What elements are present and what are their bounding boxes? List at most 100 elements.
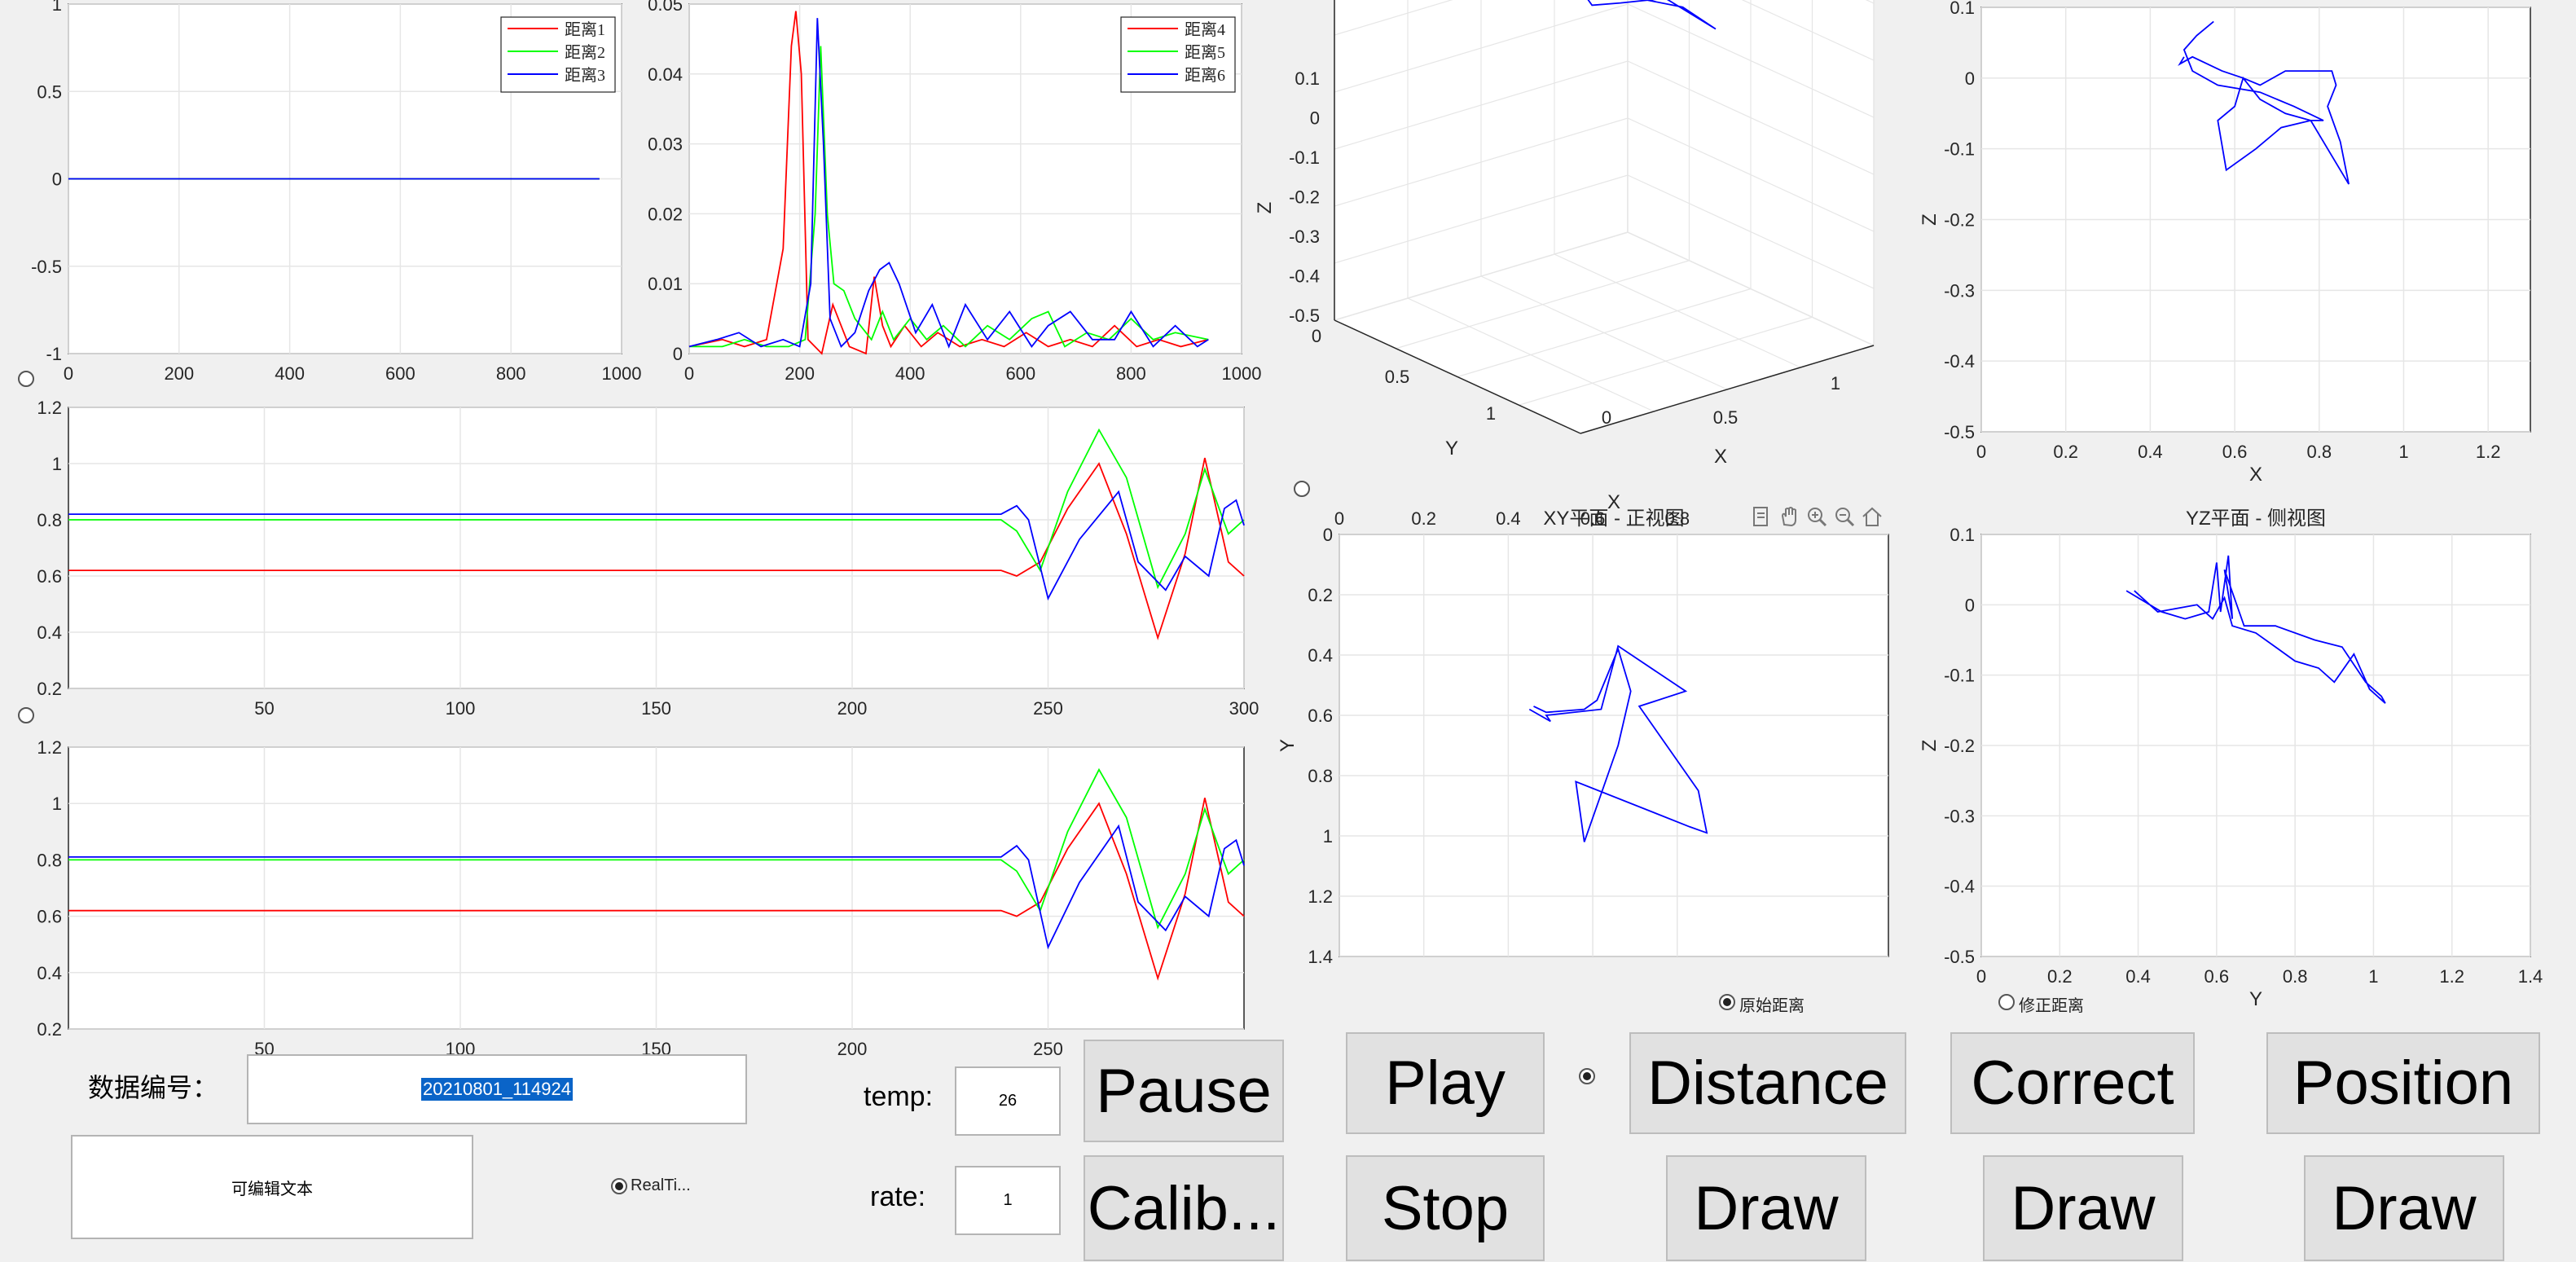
x-axis-label-xy-plane: X [1607,491,1620,513]
z-axis-label: Z [1254,202,1276,214]
radio-raw-distance[interactable] [1719,994,1735,1010]
y-tick-label: 1.4 [1308,947,1333,967]
y-tick-label: 0.1 [1950,0,1975,18]
y-tick-label: 0.04 [648,64,683,85]
series-line-top-mid-2 [689,46,1209,348]
x-tick-label: 250 [1033,1039,1063,1059]
x-tick-label: 0.4 [1496,508,1521,529]
series-line-bottom-left-2 [68,767,1245,930]
x-tick-label: 1.4 [2518,966,2543,987]
draw-position-button[interactable]: Draw [2304,1155,2504,1261]
plot-3d-y-axis [1334,319,1581,434]
rate-label: rate: [870,1181,926,1212]
plot-3d-gridline [1480,0,1728,390]
legend-entry: 距离6 [1185,66,1225,85]
distance-button[interactable]: Distance [1629,1032,1906,1134]
x-tick-label-3d: 1 [1831,373,1840,394]
y-tick-label: -0.4 [1944,351,1975,372]
pan-icon[interactable] [1778,505,1800,528]
x-tick-label: 0.6 [2205,966,2230,987]
y-tick-label: 0.5 [37,81,62,102]
z-tick-label: -0.2 [1289,187,1320,208]
draw-correct-button[interactable]: Draw [1983,1155,2183,1261]
y-tick-label: -0.3 [1944,280,1975,301]
z-tick-label: -0.5 [1289,306,1320,326]
x-tick-label: 0 [1976,966,1986,987]
y-tick-label: 0.05 [648,0,683,15]
radio-realtime-label: RealTi... [631,1176,691,1194]
y-tick-label: 0 [1965,595,1975,615]
x-tick-label: 0.6 [2222,442,2248,462]
data-id-field[interactable]: 20210801_114924 [247,1054,747,1124]
y-tick-label: 0.02 [648,204,683,224]
radio-mid-left[interactable] [18,707,34,723]
x-tick-label: 400 [275,363,305,384]
pause-button[interactable]: Pause [1084,1040,1284,1142]
y-tick-label: 0.2 [37,1019,62,1040]
editable-text-field[interactable]: 可编辑文本 [71,1135,473,1239]
zoom-in-icon[interactable] [1805,505,1828,528]
correct-button[interactable]: Correct [1950,1032,2195,1134]
y-tick-label: -0.1 [1944,139,1975,160]
y-tick-label: 1.2 [1308,886,1333,907]
radio-top-left[interactable] [18,371,34,387]
chart-title-yz-plane: YZ平面 - 侧视图 [2186,508,2326,530]
plot-3d-gridline [1554,0,1801,368]
y-tick-label: 0.6 [37,907,62,927]
legend-entry: 距离5 [1185,43,1225,62]
x-tick-label: 0 [1976,442,1986,462]
radio-raw-distance-label: 原始距离 [1739,997,1805,1015]
z-tick-label: 0 [1310,108,1320,129]
calib-button[interactable]: Calib... [1084,1155,1284,1261]
position-button[interactable]: Position [2266,1032,2540,1134]
series-line-top-mid-3 [688,18,1209,349]
figure-toolbar [1750,505,1884,528]
zoom-out-icon[interactable] [1833,505,1856,528]
x-tick-label: 0.4 [2125,966,2151,987]
y-tick-label: 0.03 [648,134,683,155]
legend-box [1120,16,1236,93]
x-axis-label-xz-plane: X [2249,464,2262,486]
y-tick-label-3d: 1 [1486,403,1496,424]
series-line-top-mid-1 [688,11,1209,355]
y-tick-label: 1.2 [37,737,62,758]
radio-realtime[interactable] [611,1178,627,1194]
series-line-bottom-left-1 [68,798,1245,981]
series-line-yz-plane-1 [2125,555,2386,704]
y-tick-label: 0.01 [648,274,683,294]
legend-entry: 距离2 [565,43,605,62]
radio-3d[interactable] [1294,481,1310,497]
legend-entry: 距离4 [1185,20,1225,39]
x-tick-label: 1.2 [2476,442,2501,462]
x-tick-label: 800 [496,363,526,384]
data-id-label: 数据编号： [88,1073,219,1102]
x-tick-label: 200 [785,363,815,384]
x-tick-label: 0 [684,363,694,384]
home-icon[interactable] [1861,505,1884,528]
export-icon[interactable] [1750,505,1773,528]
y-tick-label: 1 [52,0,62,15]
radio-corrected-distance[interactable] [1998,994,2015,1010]
draw-distance-button[interactable]: Draw [1666,1155,1866,1261]
plot-3d-gridline [1519,0,1813,406]
y-tick-label: 0.2 [37,679,62,699]
temp-field[interactable]: 26 [955,1066,1061,1136]
y-tick-label: 1 [52,794,62,814]
y-tick-label: 0.8 [37,510,62,530]
y-tick-label: 0 [1965,68,1975,89]
x-tick-label: 150 [641,698,671,719]
stop-button[interactable]: Stop [1346,1155,1545,1261]
play-button[interactable]: Play [1346,1032,1545,1134]
radio-distance[interactable] [1579,1068,1595,1084]
x-tick-label: 1.2 [2439,966,2464,987]
y-axis-label-xy-plane: Y [1277,739,1299,752]
x-tick-label: 300 [1229,698,1259,719]
y-tick-label: 0.4 [37,963,62,983]
legend-box [500,16,616,93]
rate-field[interactable]: 1 [955,1166,1061,1235]
x-tick-label: 600 [1005,363,1035,384]
x-tick-label: 0.2 [2047,966,2073,987]
y-tick-label: 0.2 [1308,585,1333,605]
y-tick-label: 0.6 [37,566,62,587]
plot-3d-gridline [1457,0,1752,378]
